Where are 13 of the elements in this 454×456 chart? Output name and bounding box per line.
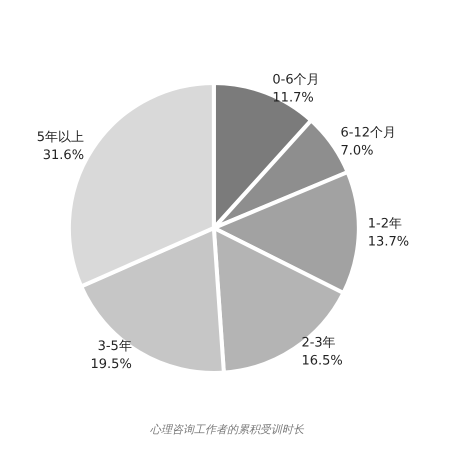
slice-label: 2-3年	[301, 336, 336, 351]
data-label: 16.5%	[301, 354, 343, 369]
slice-label: 5年以上	[36, 130, 84, 146]
data-label: 19.5%	[90, 357, 132, 372]
text: 心理咨询工作者的累积受训时长	[150, 423, 305, 436]
data-label: 11.7%	[272, 90, 314, 106]
data-label: 13.7%	[368, 234, 410, 250]
slice-label: 0-6个月	[272, 72, 320, 88]
data-label: 7.0%	[340, 143, 374, 158]
slice-label: 6-12个月	[340, 125, 396, 140]
data-label: 31.6%	[42, 148, 84, 164]
slice-label: 3-5年	[98, 339, 132, 354]
slice-label: 1-2年	[368, 216, 402, 232]
